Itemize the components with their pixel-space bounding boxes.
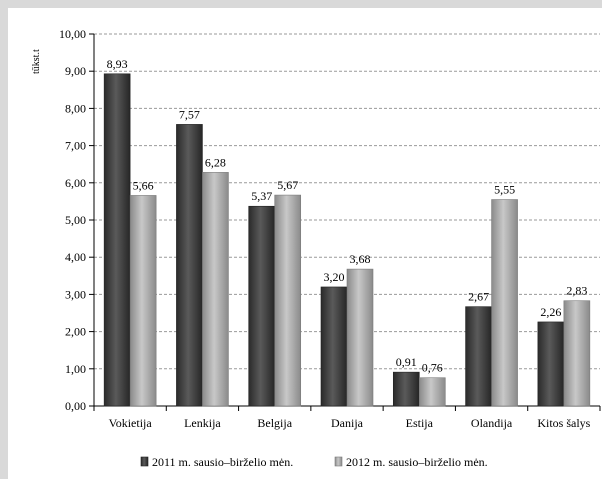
data-label: 6,28	[205, 155, 226, 169]
x-category-label: Belgija	[257, 416, 292, 430]
x-category-label: Vokietija	[109, 416, 153, 430]
data-label: 3,20	[324, 270, 345, 284]
y-tick-label: 8,00	[65, 101, 86, 115]
y-tick-label: 5,00	[65, 213, 86, 227]
legend-swatch	[140, 456, 149, 467]
data-label: 5,55	[494, 183, 515, 197]
x-category-label: Kitos šalys	[537, 416, 590, 430]
y-tick-label: 0,00	[65, 399, 86, 413]
bar-series-2011	[103, 73, 131, 407]
y-tick-label: 7,00	[65, 139, 86, 153]
data-label: 3,68	[350, 252, 371, 266]
data-labels: 8,93 5,66 7,57 6,28 5,37 5,67 3,20 3,68 0,91 0,76…	[107, 57, 588, 375]
bar-series-2012	[129, 195, 157, 407]
data-label: 0,76	[422, 361, 443, 375]
bar-series-2011	[320, 286, 348, 407]
y-tick-label: 3,00	[65, 287, 86, 301]
y-tick-label: 4,00	[65, 250, 86, 264]
legend-swatch	[334, 456, 343, 467]
y-tick-label: 6,00	[65, 176, 86, 190]
bar-series-2012	[418, 377, 446, 407]
data-label: 2,26	[540, 305, 561, 319]
y-tick-label: 2,00	[65, 325, 86, 339]
bar-chart: 0,00 1,00 2,00 3,00 4,00 5,00 6,00 7,00 8,00 9,00…	[31, 27, 601, 469]
legend-label: 2011 m. sausio–birželio mėn.	[152, 455, 293, 469]
data-label: 8,93	[107, 57, 128, 71]
bars	[103, 73, 591, 407]
x-category-label: Estija	[406, 416, 434, 430]
data-label: 5,67	[277, 178, 298, 192]
bar-series-2011	[248, 205, 276, 407]
chart-frame: 0,00 1,00 2,00 3,00 4,00 5,00 6,00 7,00 8,00 9,00…	[8, 8, 602, 479]
data-label: 0,91	[396, 355, 417, 369]
bar-series-2011	[537, 321, 565, 407]
y-tick-label: 10,00	[59, 27, 86, 41]
x-category-label: Lenkija	[184, 416, 221, 430]
bar-series-2012	[563, 300, 591, 407]
bar-series-2012	[202, 172, 229, 407]
y-tick-label: 1,00	[65, 362, 86, 376]
data-label: 5,37	[251, 189, 272, 203]
bar-series-2012	[346, 268, 374, 407]
data-label: 5,66	[133, 178, 154, 192]
y-axis-unit-label: tūkst.t	[31, 49, 42, 74]
bar-series-2012	[491, 199, 518, 407]
data-label: 7,57	[179, 107, 200, 121]
legend: 2011 m. sausio–birželio mėn. 2012 m. saus…	[140, 455, 488, 469]
y-tick-label: 9,00	[65, 64, 86, 78]
bar-series-2011	[176, 124, 203, 407]
x-category-label: Olandija	[471, 416, 513, 430]
legend-label: 2012 m. sausio–birželio mėn.	[346, 455, 488, 469]
data-label: 2,67	[468, 290, 489, 304]
x-category-label: Danija	[331, 416, 364, 430]
bar-series-2011	[465, 306, 492, 407]
data-label: 2,83	[566, 284, 587, 298]
bar-series-2011	[392, 371, 420, 407]
bar-series-2012	[274, 194, 302, 407]
